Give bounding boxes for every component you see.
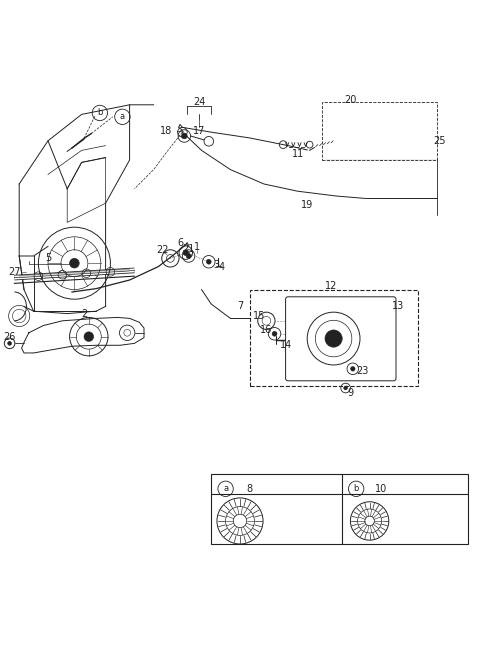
Circle shape	[84, 332, 94, 341]
Text: 12: 12	[325, 281, 337, 291]
Text: 20: 20	[344, 95, 357, 105]
Circle shape	[325, 330, 342, 347]
Text: 15: 15	[253, 311, 265, 321]
Text: 10: 10	[374, 484, 387, 494]
Text: b: b	[353, 484, 359, 493]
Text: 8: 8	[247, 484, 252, 494]
Circle shape	[8, 341, 12, 345]
Text: 27: 27	[8, 267, 21, 277]
Text: 2: 2	[81, 308, 87, 319]
Bar	[250, 289, 418, 386]
Text: 14: 14	[279, 340, 292, 350]
Circle shape	[350, 367, 355, 371]
Circle shape	[186, 254, 191, 258]
Text: 24: 24	[193, 97, 205, 108]
Circle shape	[272, 331, 277, 337]
Circle shape	[206, 259, 211, 264]
Bar	[322, 102, 437, 160]
FancyBboxPatch shape	[286, 297, 396, 380]
Text: 11: 11	[291, 150, 304, 159]
Text: 19: 19	[301, 199, 313, 210]
Text: 9: 9	[348, 388, 353, 398]
Text: 5: 5	[45, 253, 51, 264]
Circle shape	[344, 386, 348, 390]
Text: 18: 18	[159, 126, 172, 136]
Text: 17: 17	[193, 126, 205, 136]
Text: 25: 25	[433, 136, 445, 146]
Text: 22: 22	[156, 245, 168, 255]
Text: 1: 1	[194, 242, 200, 253]
Text: b: b	[97, 108, 103, 117]
Circle shape	[70, 258, 79, 268]
Text: 4: 4	[219, 262, 225, 272]
Text: 16: 16	[260, 325, 273, 335]
Bar	[211, 474, 468, 544]
Text: 3: 3	[213, 260, 219, 270]
Text: a: a	[223, 484, 228, 493]
Text: 23: 23	[356, 366, 369, 376]
Circle shape	[181, 133, 187, 139]
Text: 6: 6	[177, 237, 183, 247]
Text: 7: 7	[237, 301, 243, 312]
Text: 21: 21	[182, 244, 195, 255]
Circle shape	[183, 250, 189, 256]
Text: 26: 26	[3, 332, 16, 342]
Text: a: a	[120, 112, 125, 121]
Text: 13: 13	[392, 301, 405, 312]
